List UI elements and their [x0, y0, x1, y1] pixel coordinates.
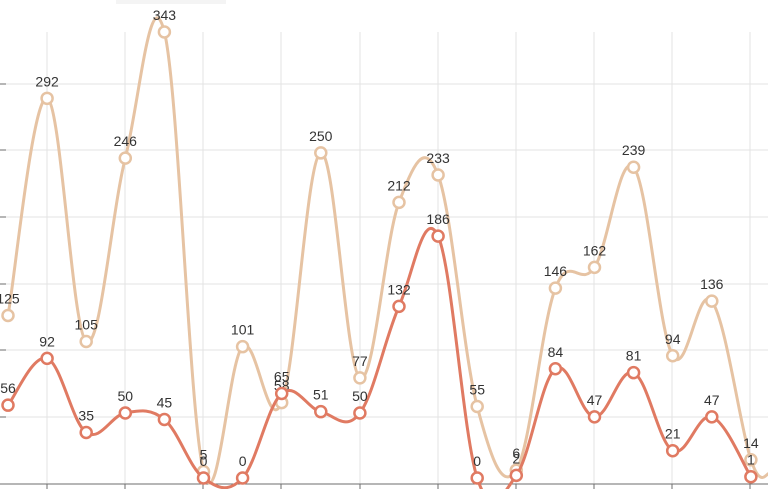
series-0-data-label-6: 101: [231, 322, 255, 338]
series-1-data-label-9: 50: [352, 388, 368, 404]
series-1-data-label-19: 1: [747, 452, 755, 468]
series-1-data-label-5: 0: [200, 453, 208, 469]
series-0-point-9: [353, 371, 367, 385]
series-0-data-label-2: 105: [75, 316, 99, 332]
series-1-point-17: [665, 443, 680, 458]
series-1-point-14: [548, 362, 563, 376]
series-0-point-8: [314, 146, 328, 160]
series-1-point-11: [431, 229, 445, 243]
series-1-point-0: [1, 398, 15, 412]
series-1-data-label-0: 56: [0, 380, 16, 396]
series-1-data-label-14: 84: [548, 344, 564, 360]
series-0-data-label-1: 292: [35, 73, 59, 89]
series-0-data-label-10: 212: [387, 177, 411, 193]
series-0-data-label-18: 136: [700, 276, 724, 292]
series-1-data-label-10: 132: [387, 281, 411, 297]
series-0-point-0: [1, 308, 15, 323]
series-0-point-2: [79, 334, 93, 349]
series-1-point-15: [587, 410, 602, 424]
series-0-data-label-19: 14: [743, 435, 759, 451]
series-0-point-3: [118, 151, 133, 165]
series-0-data-label-4: 343: [153, 7, 177, 23]
series-0-point-19: [744, 453, 758, 467]
series-1-point-9: [353, 406, 367, 420]
series-0-data-label-15: 162: [583, 242, 607, 258]
series-1-point-13: [509, 468, 524, 483]
series-1-point-12: [470, 471, 484, 485]
series-0-point-16: [626, 160, 641, 174]
series-1-point-2: [79, 425, 93, 440]
series-1-data-label-3: 50: [118, 388, 134, 404]
series-0-data-label-17: 94: [665, 331, 681, 347]
series-0-point-1: [40, 91, 54, 106]
series-1-line: [6, 226, 753, 489]
series-1-data-label-2: 35: [78, 407, 94, 423]
series-0-data-label-5: 5: [200, 446, 208, 462]
series-1-data-label-1: 92: [39, 333, 55, 349]
series-1-point-4: [157, 412, 172, 427]
series-0-point-12: [470, 399, 484, 414]
series-0-point-4: [157, 25, 172, 39]
series-1-data-label-8: 51: [313, 387, 329, 403]
series-1-point-5: [196, 471, 211, 485]
series-1-data-label-16: 81: [626, 348, 642, 364]
series-1-data-label-18: 47: [704, 392, 720, 408]
series-0-data-label-14: 146: [544, 263, 568, 279]
series-0-data-label-12: 55: [469, 381, 485, 397]
series-1-data-label-7: 65: [274, 368, 290, 384]
series-1-point-6: [235, 471, 250, 485]
series-0-data-label-16: 239: [622, 142, 646, 158]
series-0-point-15: [587, 260, 602, 275]
series-1-data-label-12: 0: [473, 453, 481, 469]
series-1-point-3: [118, 406, 133, 420]
series-0-point-17: [665, 349, 680, 363]
series-0-data-label-11: 233: [426, 150, 450, 166]
series-0-data-label-0: 125: [0, 290, 20, 306]
series-0-point-14: [548, 281, 563, 295]
series-0-point-11: [431, 168, 445, 182]
series-1-point-1: [40, 351, 54, 366]
series-1-point-10: [392, 299, 406, 314]
series-1-data-label-6: 0: [239, 453, 247, 469]
series-1-data-label-11: 186: [426, 211, 450, 227]
series-1-data-label-13: 2: [512, 450, 520, 466]
series-0-data-label-13: 6: [512, 445, 520, 461]
series-0-data-label-3: 246: [114, 133, 138, 149]
series-1-point-19: [744, 469, 758, 484]
legend-area: [116, 0, 226, 4]
series-1-point-18: [705, 410, 719, 424]
series-1-data-label-17: 21: [665, 426, 681, 442]
series-0-data-label-8: 250: [309, 128, 333, 144]
series-1-point-8: [314, 404, 328, 419]
series-1-point-7: [274, 386, 289, 401]
series-1-data-label-15: 47: [587, 392, 603, 408]
series-0-point-6: [235, 339, 250, 354]
series-1-point-16: [626, 365, 641, 380]
series-1-data-label-4: 45: [157, 394, 173, 410]
series-0-point-10: [392, 195, 406, 210]
series-0-point-18: [705, 294, 719, 308]
series-0-data-label-9: 77: [352, 353, 368, 369]
